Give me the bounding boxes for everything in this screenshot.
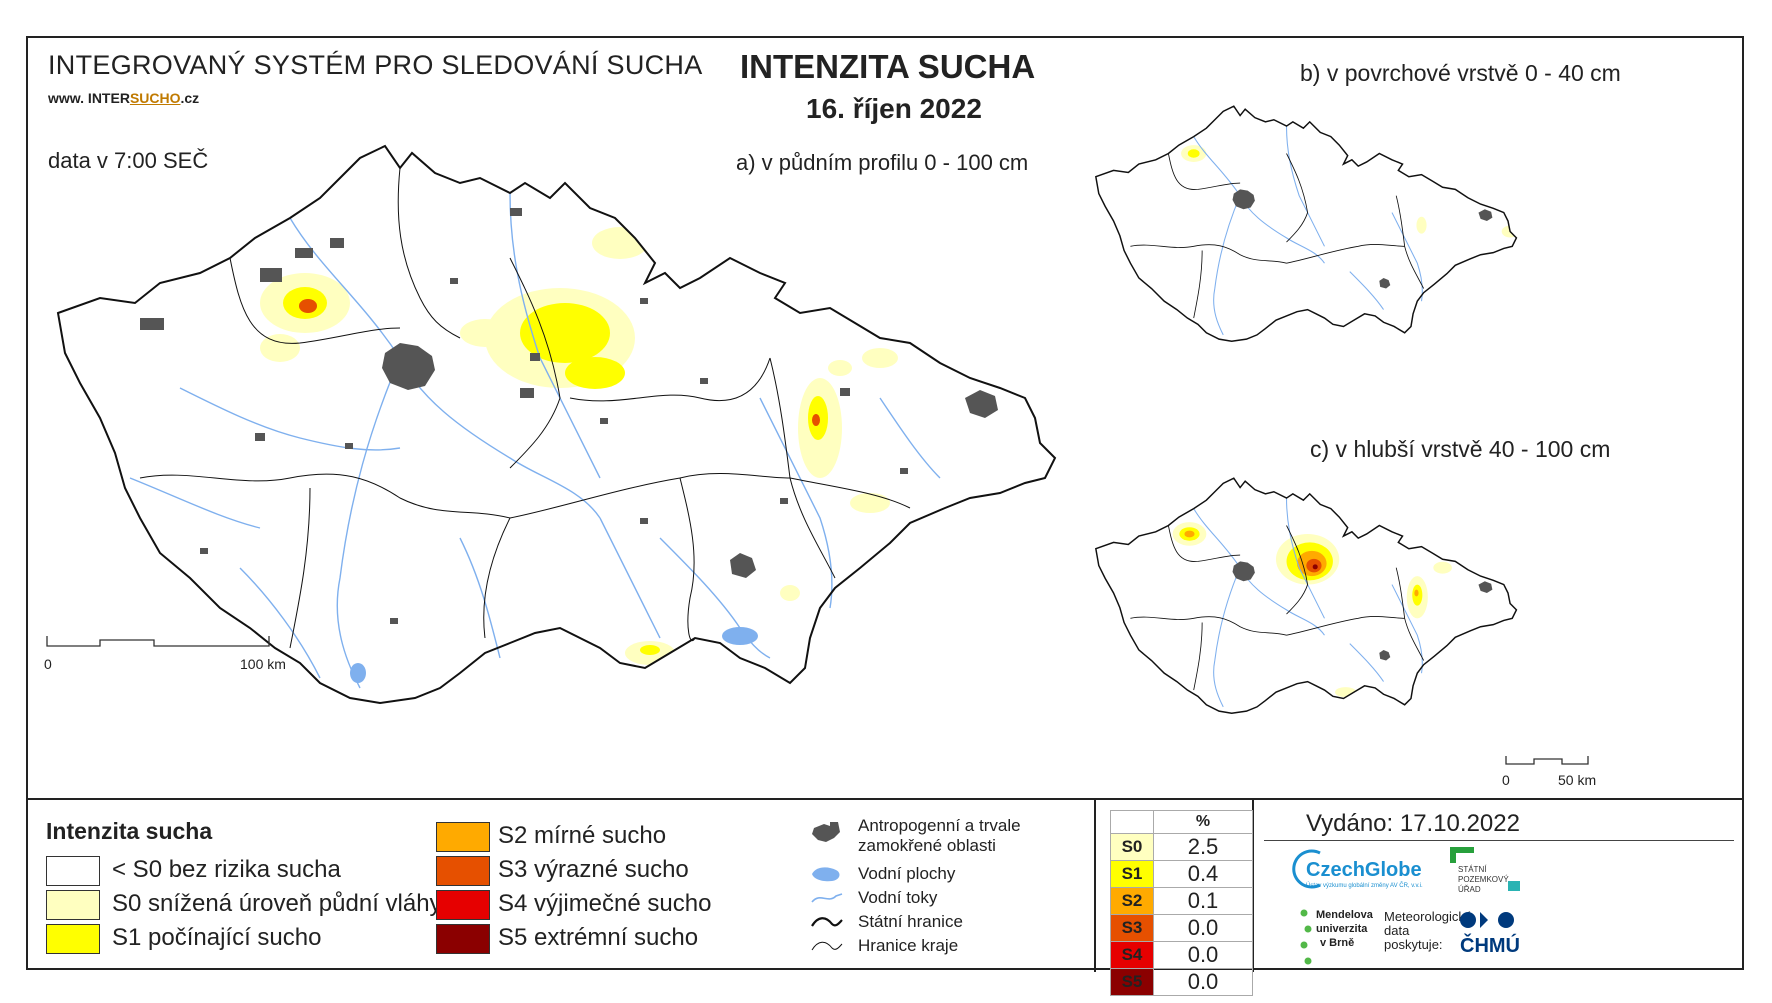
logo-mendelu-3: v Brně: [1320, 937, 1355, 949]
legend-label-below-s0: < S0 bez rizika sucha: [112, 856, 341, 883]
website-mid: SUCHO: [129, 90, 181, 106]
legend-label-s4: S4 výjimečné sucho: [498, 890, 712, 917]
anthropogenic-icon: [812, 822, 840, 842]
stats-value: 0.0: [1153, 914, 1253, 942]
main-date: 16. říjen 2022: [806, 93, 982, 124]
legend-water-streams: Vodní toky: [858, 888, 938, 907]
stats-row-s1: S1 0.4: [1110, 860, 1253, 888]
legend-label-s0: S0 snížená úroveň půdní vláhy: [112, 890, 442, 917]
stats-header-percent: %: [1153, 810, 1253, 834]
divider-stats: [1094, 800, 1096, 972]
region-border-icon: [811, 941, 843, 951]
map-frame: INTEGROVANÝ SYSTÉM PRO SLEDOVÁNÍ SUCHA w…: [26, 36, 1744, 996]
stats-code: S2: [1110, 887, 1154, 915]
legend-label-s5: S5 extrémní sucho: [498, 924, 699, 951]
website-prefix: www. INTER: [48, 90, 130, 106]
swatch-s1: [46, 924, 100, 954]
stats-row-s4: S4 0.0: [1110, 941, 1253, 969]
state-border-icon: [811, 917, 843, 927]
meteo-data-2: data: [1384, 923, 1410, 938]
stats-value: 0.1: [1153, 887, 1253, 915]
legend-label-s2: S2 mírné sucho: [498, 822, 667, 849]
issued-date: Vydáno: 17.10.2022: [1306, 810, 1520, 837]
swatch-s4: [436, 890, 490, 920]
swatch-s2: [436, 822, 490, 852]
map-c: [1094, 477, 1518, 714]
map-c-title: c) v hlubší vrstvě 40 - 100 cm: [1310, 436, 1611, 462]
scale-c-start: 0: [1502, 772, 1510, 788]
logo-mendelu-2: univerzita: [1316, 923, 1368, 935]
legend-water-bodies: Vodní plochy: [858, 864, 956, 883]
rivers-a: [129, 192, 941, 689]
chmu-logo-icon: [1460, 912, 1514, 928]
website-link[interactable]: www. INTERSUCHO.cz: [48, 90, 199, 106]
swatch-s0: [46, 890, 100, 920]
state-border-a: [56, 144, 1057, 705]
stats-row-s0: S0 2.5: [1110, 833, 1253, 861]
stats-code: S1: [1110, 860, 1154, 888]
stats-value: 0.4: [1153, 860, 1253, 888]
map-b-title: b) v povrchové vrstvě 0 - 40 cm: [1300, 60, 1621, 86]
logo-mendelu-1: Mendelova: [1316, 909, 1373, 921]
website-suffix: .cz: [180, 90, 200, 106]
system-title: INTEGROVANÝ SYSTÉM PRO SLEDOVÁNÍ SUCHA: [48, 50, 703, 80]
logo-chmu: ČHMÚ: [1460, 935, 1520, 957]
stats-value: 0.0: [1153, 968, 1253, 996]
swatch-below-s0: [46, 856, 100, 886]
stats-code: S4: [1110, 941, 1154, 969]
scale-a-start: 0: [44, 656, 52, 672]
main-title: INTENZITA SUCHA: [740, 48, 1036, 85]
spu-logo-icon: [1450, 847, 1474, 863]
stats-code: S5: [1110, 968, 1154, 996]
legend-panel: Intenzita sucha < S0 bez rizika sucha S0…: [28, 798, 1742, 996]
logos: CzechGlobe Ústav výzkumu globální změny …: [1264, 840, 1734, 971]
water-stream-icon: [811, 893, 843, 903]
legend-state-border: Státní hranice: [858, 912, 963, 931]
water-body-icon: [812, 867, 840, 882]
stats-value: 0.0: [1153, 941, 1253, 969]
logo-czechglobe-sub: Ústav výzkumu globální změny AV ČR, v.v.…: [1306, 883, 1423, 889]
swatch-s5: [436, 924, 490, 954]
divider-footer: [1252, 800, 1254, 972]
legend-region-border: Hranice kraje: [858, 936, 959, 955]
legend-anthropogenic-1: Antropogenní a trvale: [858, 816, 1021, 835]
stats-row-s5: S5 0.0: [1110, 968, 1253, 996]
stats-table: % S0 2.5 S1 0.4 S2 0.1 S3 0.0 S4 0.0: [1110, 810, 1253, 996]
scale-bar-c: [1505, 756, 1589, 765]
logo-spu-1: STÁTNÍ: [1458, 865, 1487, 874]
data-time: data v 7:00 SEČ: [48, 148, 209, 173]
stats-header-row: %: [1110, 810, 1253, 834]
logo-spu-2: POZEMKOVÝ: [1458, 875, 1509, 884]
meteo-data-3: poskytuje:: [1384, 937, 1443, 952]
logo-spu-3: ÚŘAD: [1458, 885, 1481, 894]
czechglobe-logo-icon: [1292, 849, 1321, 889]
meteo-data-1: Meteorologická: [1384, 909, 1473, 924]
stats-code: S0: [1110, 833, 1154, 861]
water-body-nove-mlyny: [722, 627, 758, 645]
legend-label-s3: S3 výrazné sucho: [498, 856, 689, 883]
stats-code: S3: [1110, 914, 1154, 942]
stats-value: 2.5: [1153, 833, 1253, 861]
stats-row-s3: S3 0.0: [1110, 914, 1253, 942]
scale-a-end: 100 km: [240, 656, 286, 672]
map-a-title: a) v půdním profilu 0 - 100 cm: [736, 150, 1029, 175]
spu-accent: [1508, 881, 1520, 891]
water-body-lipno: [350, 663, 366, 683]
region-borders-a: [139, 167, 911, 649]
stats-row-s2: S2 0.1: [1110, 887, 1253, 915]
legend-title: Intenzita sucha: [46, 818, 213, 844]
stats-corner: [1110, 810, 1154, 834]
map-a: [56, 144, 1057, 705]
map-b: [1094, 105, 1518, 342]
swatch-s3: [436, 856, 490, 886]
urban-areas-a: [140, 208, 998, 624]
legend-label-s1: S1 počínající sucho: [112, 924, 322, 951]
legend-anthropogenic-2: zamokřené oblasti: [858, 836, 996, 855]
scale-c-end: 50 km: [1558, 772, 1597, 788]
scale-bar-a: [46, 636, 270, 647]
logo-czechglobe: CzechGlobe: [1306, 859, 1422, 881]
mendelu-logo-icon: [1300, 909, 1312, 965]
